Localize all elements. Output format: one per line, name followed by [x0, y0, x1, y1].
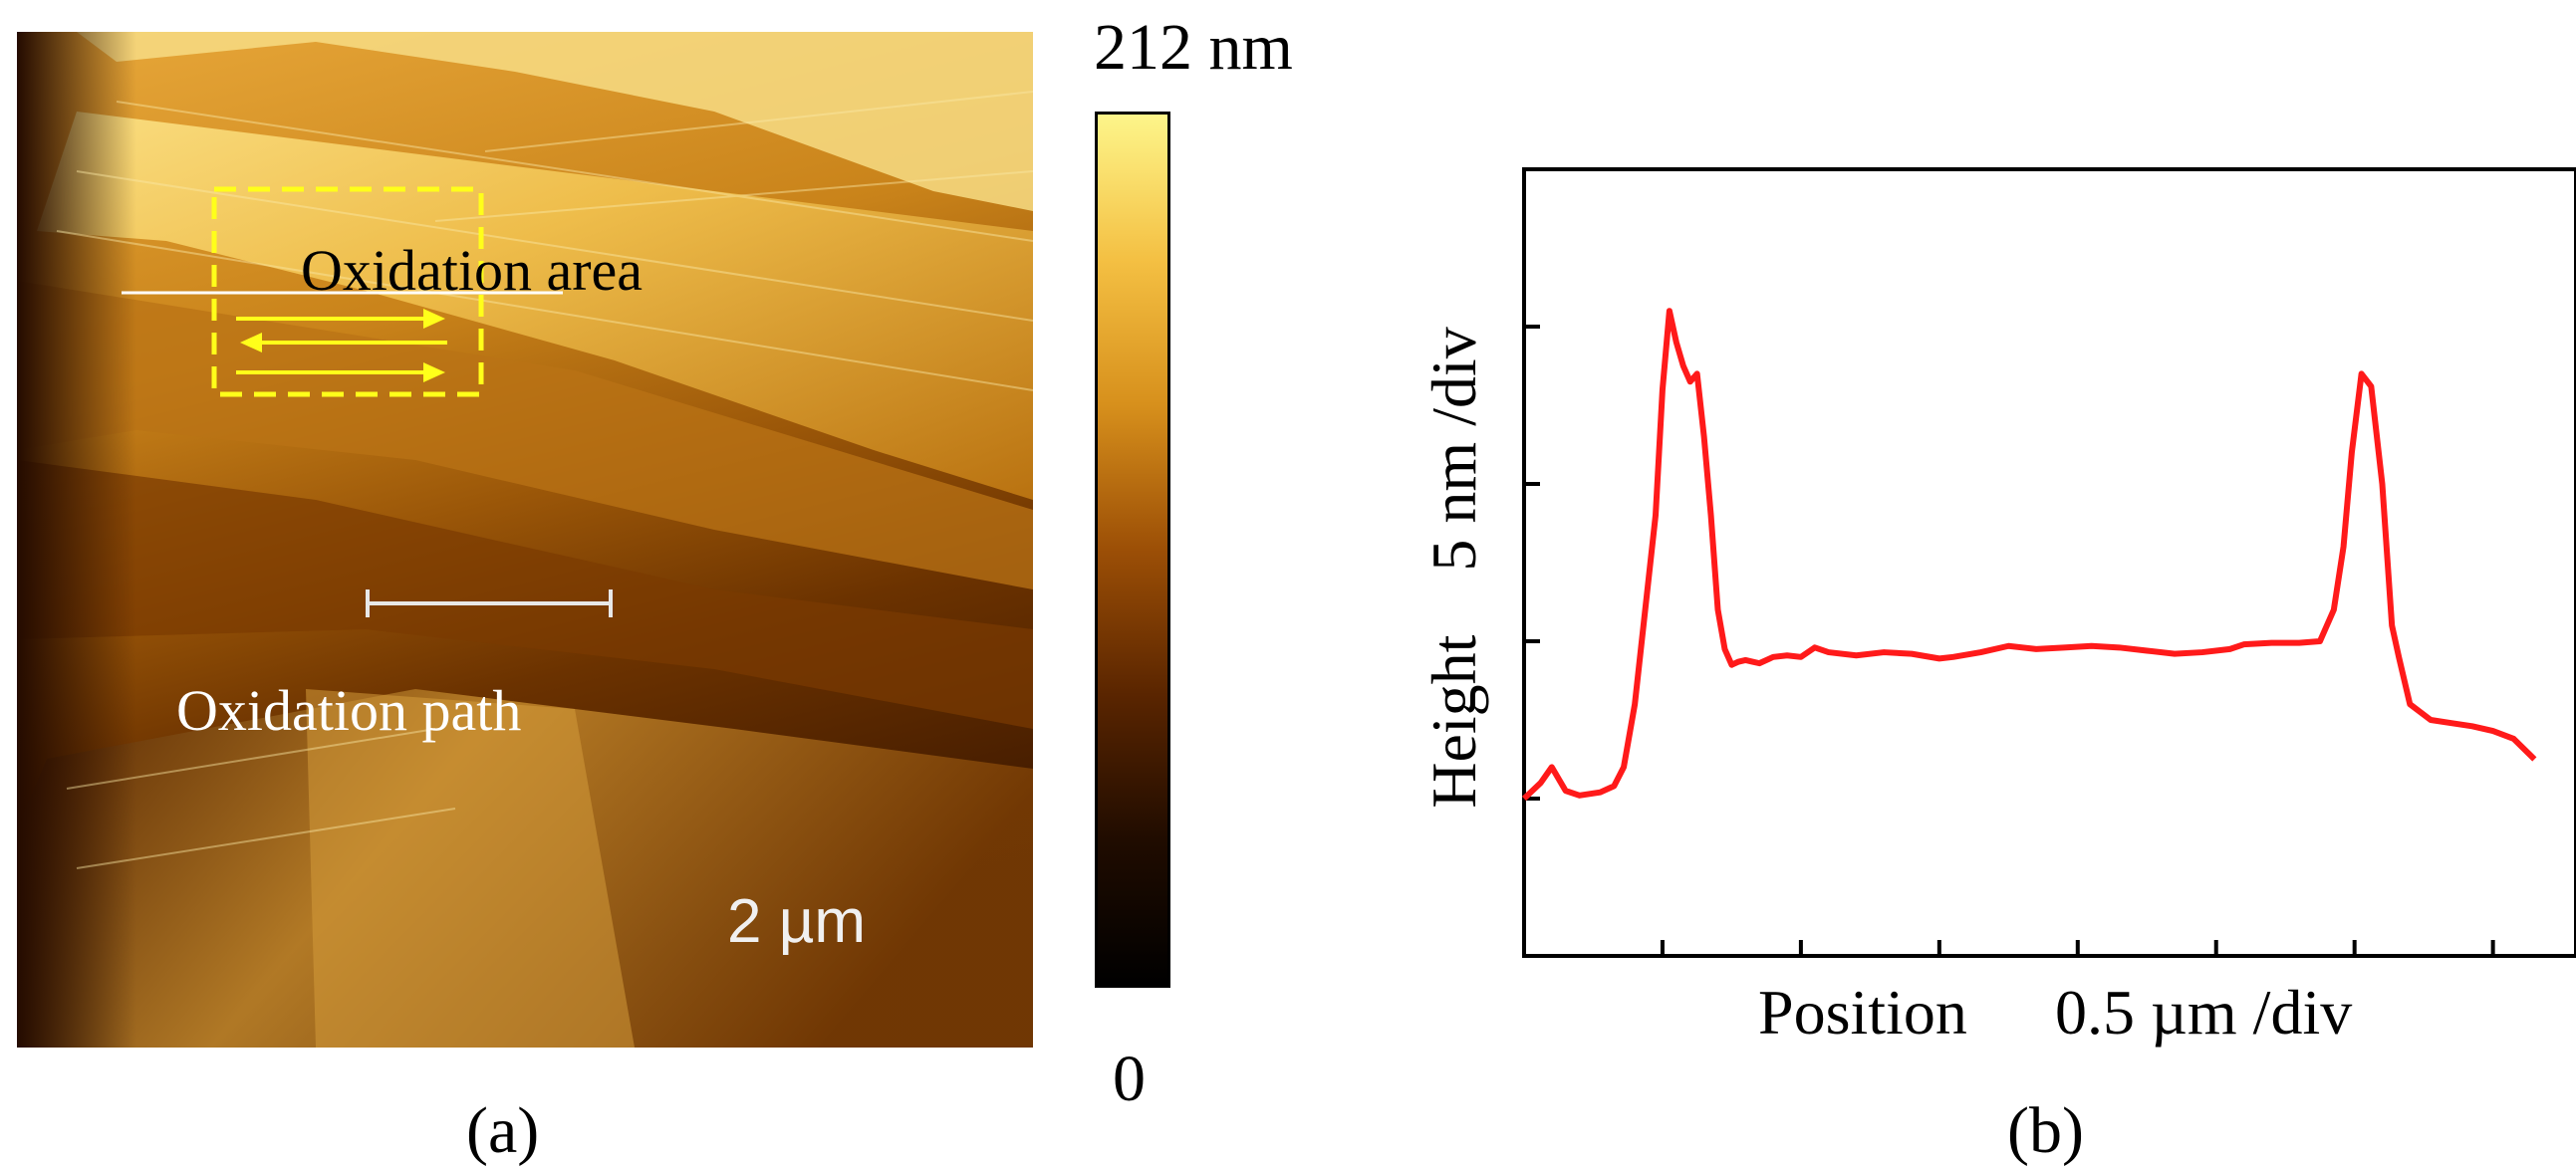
afm-step-edges	[56, 91, 1033, 869]
x-axis-unit: 0.5 µm /div	[2055, 977, 2353, 1048]
afm-terrace-upper	[37, 112, 1033, 500]
plot-frame	[1522, 167, 2576, 958]
height-profile-chart	[1521, 167, 2576, 958]
arrow-head-right-1	[423, 309, 445, 329]
oxidation-path-label: Oxidation path	[176, 678, 522, 743]
arrow-head-left	[240, 333, 262, 352]
colorbar	[1095, 112, 1170, 988]
oxidation-path-arrows	[236, 309, 447, 382]
axis-ticks	[1524, 325, 2495, 956]
caption-b: (b)	[2007, 1094, 2084, 1167]
y-axis-label-wrap: Height 5 nm /div	[1405, 289, 1504, 846]
colorbar-min-label: 0	[1113, 1043, 1146, 1115]
profile-series-line	[1521, 308, 2537, 802]
afm-terrace-lower-bright	[306, 689, 635, 1048]
afm-terrace-top	[77, 32, 1033, 211]
y-axis-label: Height 5 nm /div	[1418, 327, 1489, 809]
scale-bar	[366, 589, 613, 617]
afm-topography-image	[17, 32, 1033, 1048]
arrow-head-right-2	[423, 362, 445, 382]
afm-terrace-middle	[17, 281, 1033, 589]
x-axis-label: Position	[1758, 977, 1967, 1048]
scale-bar-label: 2 µm	[727, 887, 867, 956]
caption-a: (a)	[466, 1094, 540, 1167]
afm-step-dark	[17, 460, 1033, 729]
afm-left-shadow	[17, 32, 136, 1048]
oxidation-area-label: Oxidation area	[301, 238, 644, 303]
profile-series-points	[1523, 311, 2535, 800]
afm-image-svg	[17, 32, 1033, 1048]
colorbar-max-label: 212 nm	[1094, 11, 1293, 84]
